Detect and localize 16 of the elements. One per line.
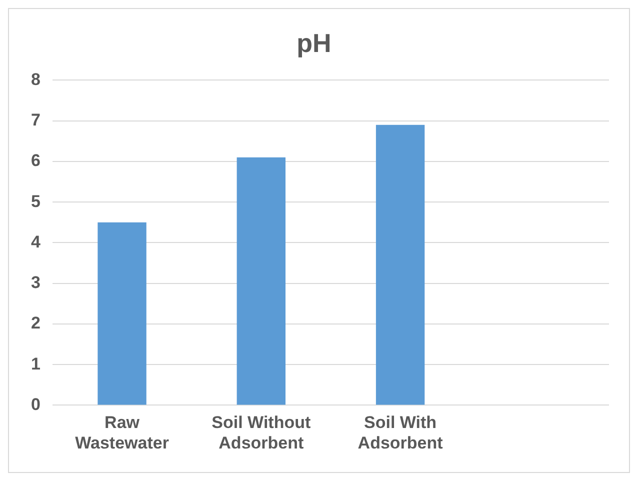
- y-tick-label: 2: [30, 314, 40, 333]
- x-tick-label: Raw Wastewater: [75, 413, 170, 452]
- x-tick-label: Soil Without Adsorbent: [212, 413, 311, 452]
- bar: [236, 157, 286, 405]
- y-tick-label: 0: [30, 394, 40, 414]
- chart-title: pH: [296, 28, 332, 58]
- y-tick-label: 7: [30, 110, 40, 130]
- bar: [98, 222, 146, 405]
- y-tick-label: 5: [30, 192, 40, 211]
- y-tick-label: 6: [30, 151, 40, 170]
- y-tick-label: 4: [30, 232, 41, 252]
- y-tick-label: 3: [30, 273, 40, 292]
- y-tick-label: 8: [30, 70, 40, 89]
- bar: [376, 124, 425, 405]
- y-tick-label: 1: [30, 354, 40, 374]
- x-tick-label: Soil With Adsorbent: [358, 413, 444, 452]
